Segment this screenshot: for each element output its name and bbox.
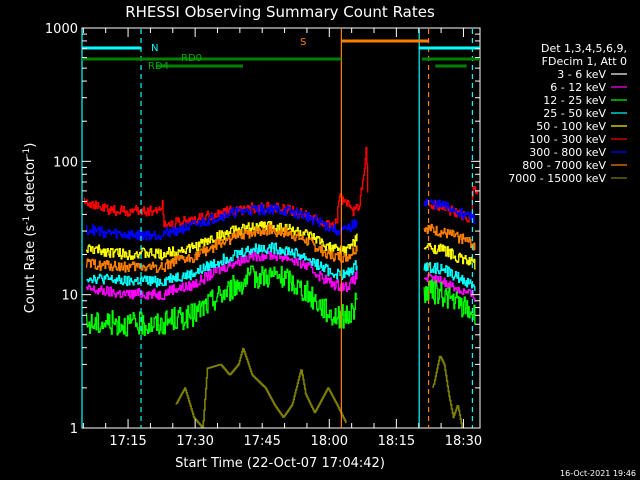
y-tick-label: 10 [61, 289, 78, 304]
annotation-n: N [151, 43, 158, 54]
y-axis-label-part3: ) [23, 143, 38, 148]
y-axis-label-sup1: -1 [22, 216, 32, 225]
x-tick-label: 17:15 [109, 434, 146, 449]
series-line-100-to-300keV-part1 [83, 146, 369, 230]
annotation-s: S [300, 37, 306, 48]
legend-label: 800 - 7000 keV [522, 159, 606, 172]
y-axis: 1 10 100 1000 [45, 22, 480, 437]
legend-label: 7000 - 15000 keV [508, 172, 606, 185]
series-line-12-to-25keV-part1 [85, 265, 358, 337]
legend-label: 300 - 800 keV [529, 146, 606, 159]
annotation-rd4: RD4 [148, 61, 169, 72]
legend-label: 6 - 12 keV [550, 81, 606, 94]
series-line-300-to-800keV-part2 [423, 198, 476, 225]
x-tick-label: 18:30 [445, 434, 482, 449]
y-axis-label: Count Rate (s-1 detector-1) [22, 143, 38, 314]
x-axis-label: Start Time (22-Oct-07 17:04:42) [175, 456, 385, 471]
y-tick-label: 100 [53, 155, 78, 170]
series-line-7000-to-15000keV-part2 [432, 355, 463, 429]
legend-header-1: Det 1,3,4,5,6,9, [541, 42, 627, 55]
render-timestamp: 16-Oct-2021 19:46 [560, 469, 636, 478]
y-axis-label-part2: detector [23, 156, 38, 216]
series-line-300-to-800keV-part1 [85, 203, 358, 241]
series-line-3-to-6keV-part2 [423, 289, 476, 340]
chart-title: RHESSI Observing Summary Count Rates [125, 3, 435, 21]
x-axis: 17:15 17:30 17:45 18:00 18:15 18:30 [82, 28, 482, 449]
y-axis-label-sup2: -1 [22, 148, 32, 157]
annotation-rd0: RD0 [181, 53, 202, 64]
series-line-800-to-7000keV-part1 [85, 224, 358, 273]
legend: Det 1,3,4,5,6,9, FDecim 1, Att 0 3 - 6 k… [508, 42, 627, 185]
x-tick-label: 18:15 [378, 434, 415, 449]
series-line-50-to-100keV-part2 [423, 242, 476, 270]
series-line-25-to-50keV-part1 [85, 242, 358, 288]
y-axis-label-part1: Count Rate (s [23, 225, 38, 314]
y-tick-label: 1 [70, 422, 78, 437]
legend-label: 50 - 100 keV [536, 120, 606, 133]
y-tick-label: 1000 [45, 22, 78, 37]
legend-label: 25 - 50 keV [543, 107, 606, 120]
legend-label: 3 - 6 keV [557, 68, 606, 81]
series-line-7000-to-15000keV-part1 [175, 347, 347, 429]
series-line-12-to-25keV-part2 [423, 279, 476, 325]
x-tick-label: 17:30 [176, 434, 213, 449]
plot-area [81, 27, 481, 429]
series-line-25-to-50keV-part2 [423, 262, 476, 291]
series-line-6-to-12keV-part2 [423, 273, 476, 302]
legend-label: 12 - 25 keV [543, 94, 606, 107]
legend-label: 100 - 300 keV [529, 133, 606, 146]
series-line-800-to-7000keV-part2 [423, 223, 476, 251]
x-tick-label: 17:45 [243, 434, 280, 449]
legend-header-2: FDecim 1, Att 0 [542, 55, 627, 68]
x-tick-label: 18:00 [311, 434, 348, 449]
series-line-3-to-6keV-part1 [85, 272, 365, 360]
series-line-6-to-12keV-part1 [85, 248, 358, 300]
